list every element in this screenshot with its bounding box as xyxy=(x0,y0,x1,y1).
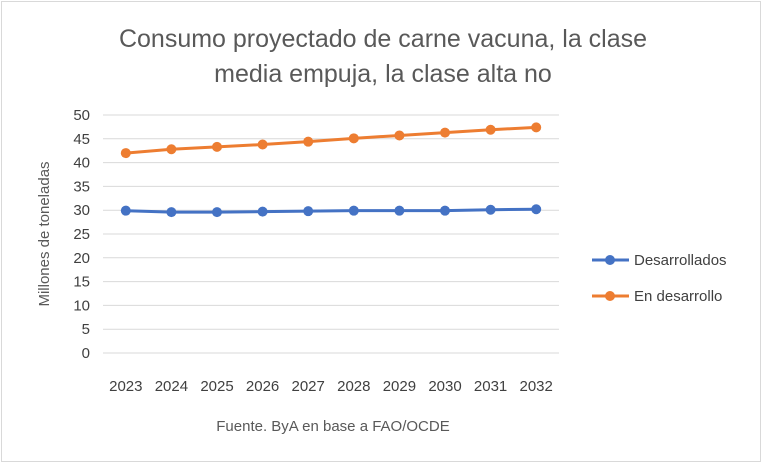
y-axis-label: Millones de toneladas xyxy=(36,161,53,306)
x-axis-ticks: 2023 2024 2025 2026 2027 2028 2029 2030 2031 2032 xyxy=(109,378,553,395)
legend-swatch-marker xyxy=(605,255,615,265)
data-point xyxy=(485,204,496,215)
data-point xyxy=(166,207,177,218)
legend-swatch-marker xyxy=(605,291,615,301)
data-point xyxy=(120,148,131,159)
data-point xyxy=(394,205,405,216)
data-point xyxy=(120,205,131,216)
y-tick-label: 40 xyxy=(73,155,90,172)
x-tick-label: 2026 xyxy=(246,378,279,395)
data-point xyxy=(394,130,405,141)
series-line-1 xyxy=(125,125,537,155)
x-tick-label: 2028 xyxy=(337,378,370,395)
data-point xyxy=(166,144,177,155)
source-note: Fuente. ByA en base a FAO/OCDE xyxy=(216,418,449,435)
legend-label: En desarrollo xyxy=(634,288,722,305)
x-tick-label: 2030 xyxy=(428,378,461,395)
y-tick-label: 30 xyxy=(73,202,90,219)
data-point xyxy=(257,206,268,217)
y-tick-label: 35 xyxy=(73,178,90,195)
series-group xyxy=(120,122,542,218)
data-point xyxy=(531,204,542,215)
data-point xyxy=(348,133,359,144)
y-tick-label: 25 xyxy=(73,226,90,243)
data-point xyxy=(212,141,222,152)
x-tick-label: 2031 xyxy=(474,378,507,395)
data-point xyxy=(303,206,314,217)
y-axis-ticks: 0 5 10 15 20 25 30 35 40 45 50 xyxy=(73,107,90,362)
data-point xyxy=(440,127,450,138)
data-point xyxy=(440,205,450,216)
y-tick-label: 45 xyxy=(73,131,90,148)
x-tick-label: 2029 xyxy=(383,378,416,395)
data-point xyxy=(212,207,222,218)
y-tick-label: 20 xyxy=(73,250,90,267)
chart-title-line-1: Consumo proyectado de carne vacuna, la c… xyxy=(119,25,647,53)
y-tick-label: 0 xyxy=(82,345,90,362)
data-point xyxy=(257,139,268,150)
data-point xyxy=(485,124,496,135)
x-tick-label: 2024 xyxy=(155,378,188,395)
x-tick-label: 2023 xyxy=(109,378,142,395)
series-line-0 xyxy=(125,207,537,214)
legend-label: Desarrollados xyxy=(634,252,727,269)
x-tick-label: 2027 xyxy=(292,378,325,395)
chart-title-line-2: media empuja, la clase alta no xyxy=(214,60,552,88)
x-tick-label: 2025 xyxy=(200,378,233,395)
y-tick-label: 15 xyxy=(73,274,90,291)
data-point xyxy=(303,136,314,147)
y-tick-label: 10 xyxy=(73,297,90,314)
legend: Desarrollados En desarrollo xyxy=(592,252,727,305)
y-tick-label: 50 xyxy=(73,107,90,124)
data-point xyxy=(531,122,542,133)
x-tick-label: 2032 xyxy=(520,378,553,395)
gridlines xyxy=(103,114,559,354)
data-point xyxy=(348,205,359,216)
y-tick-label: 5 xyxy=(82,321,90,338)
